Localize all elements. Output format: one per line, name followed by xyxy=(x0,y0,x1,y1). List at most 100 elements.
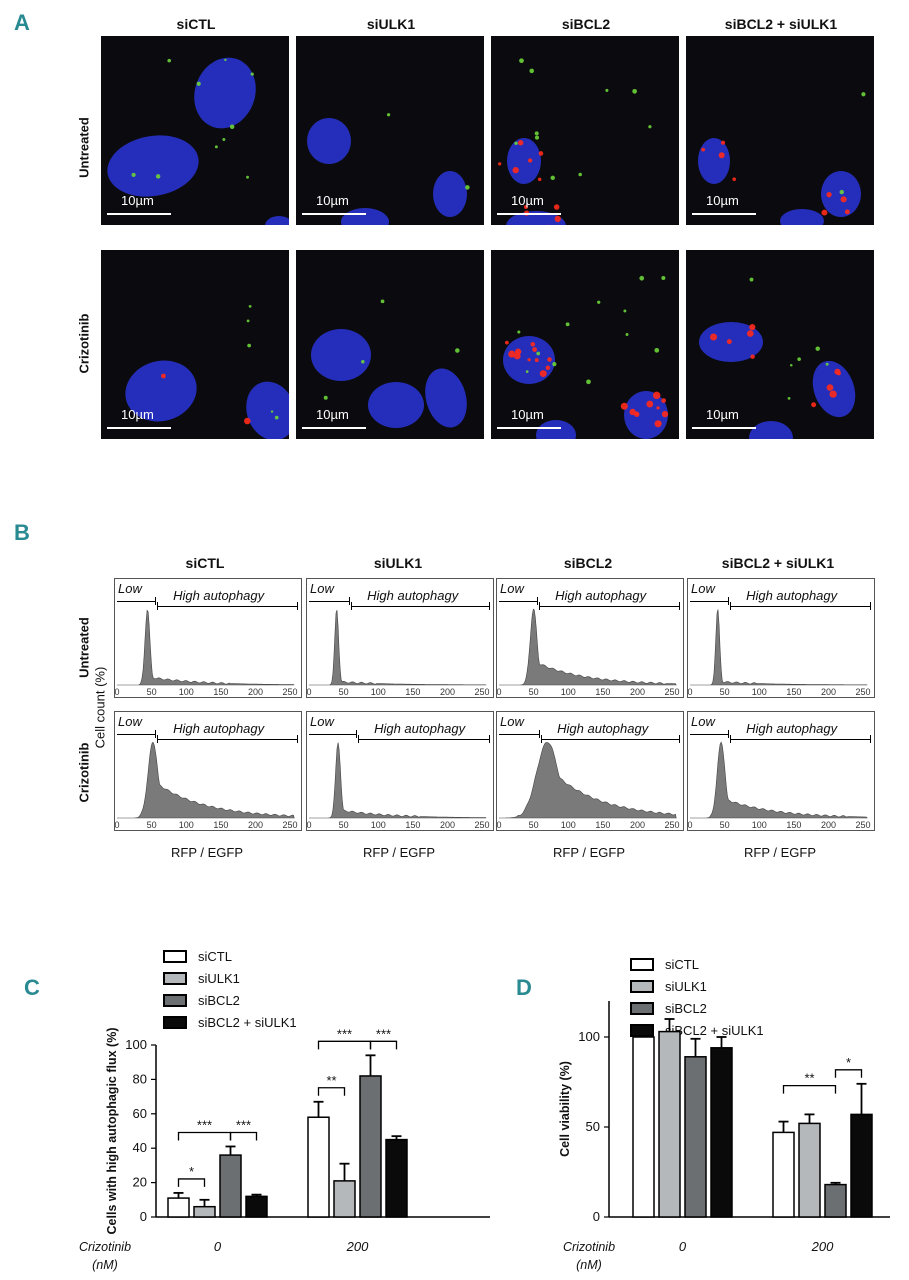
gate-tick xyxy=(155,597,157,605)
significance-label: *** xyxy=(236,1117,251,1132)
red-puncta xyxy=(545,365,551,371)
panel-b-ylabel: Cell count (%) xyxy=(92,666,108,749)
red-puncta xyxy=(547,357,552,362)
micrograph-untreated-3: 10µm xyxy=(686,36,874,225)
y-tick-label: 0 xyxy=(140,1209,147,1224)
red-puncta xyxy=(749,324,756,331)
x-tick-label: 200 xyxy=(440,820,455,830)
red-puncta xyxy=(834,368,841,375)
x-tick-label: 250 xyxy=(665,820,680,830)
red-puncta xyxy=(718,152,725,159)
x-tick-label: 150 xyxy=(595,820,610,830)
green-puncta xyxy=(605,88,609,92)
low-gate-label: Low xyxy=(691,581,715,596)
nucleus xyxy=(307,118,351,164)
green-puncta xyxy=(550,175,555,181)
micrograph-crizotinib-1: 10µm xyxy=(296,250,484,439)
micrograph-crizotinib-3: 10µm xyxy=(686,250,874,439)
green-puncta xyxy=(222,138,226,141)
gate-tick xyxy=(730,735,732,743)
high-gate-label: High autophagy xyxy=(374,721,466,736)
x-tick-label: 200 xyxy=(821,820,836,830)
low-gate-label: Low xyxy=(310,714,334,729)
micrograph-image xyxy=(698,92,866,225)
significance-label: *** xyxy=(337,1026,352,1041)
green-puncta xyxy=(586,379,591,385)
x-tick-label: 100 xyxy=(371,820,386,830)
low-gate xyxy=(117,734,156,735)
x-tick-label: 200 xyxy=(630,687,645,697)
scale-bar xyxy=(107,427,171,429)
green-puncta xyxy=(270,410,274,413)
red-puncta xyxy=(160,373,166,379)
gate-tick xyxy=(297,602,298,610)
green-puncta xyxy=(380,299,385,304)
green-puncta xyxy=(196,81,201,86)
panel-a-col-title-1: siULK1 xyxy=(366,16,416,32)
bar xyxy=(710,1047,733,1218)
gate-tick xyxy=(679,735,680,743)
x-tick-label: 100 xyxy=(752,820,767,830)
x-tick-label: 150 xyxy=(405,820,420,830)
high-gate-label: High autophagy xyxy=(557,721,649,736)
x-tick-label: 200 xyxy=(821,687,836,697)
panel-b-row-label-untreated: Untreated xyxy=(76,617,92,678)
significance-label: *** xyxy=(376,1026,391,1041)
flow-histogram-crizotinib-3: 0 50 100 150 200 250 Low High autophagy xyxy=(687,711,875,831)
high-gate xyxy=(358,739,489,740)
legend-label: siULK1 xyxy=(198,971,240,986)
x-tick-label: 150 xyxy=(213,820,228,830)
bar xyxy=(333,1180,356,1218)
histogram-area xyxy=(309,610,487,686)
gate-tick xyxy=(870,735,871,743)
green-puncta xyxy=(361,360,365,364)
x-tick-label: 100 xyxy=(561,687,576,697)
scale-bar xyxy=(302,213,366,215)
high-gate xyxy=(541,739,679,740)
green-puncta xyxy=(514,141,518,146)
nucleus xyxy=(311,329,371,381)
x-tick-label: 50 xyxy=(720,687,730,697)
green-puncta xyxy=(519,58,524,64)
panel-a-letter: A xyxy=(14,10,30,35)
gate-tick xyxy=(349,597,351,605)
x-tick-label: 100 xyxy=(752,687,767,697)
red-puncta xyxy=(840,196,847,203)
y-tick-label: 100 xyxy=(125,1037,147,1052)
nucleus xyxy=(507,138,541,184)
red-puncta xyxy=(646,400,654,408)
gate-tick xyxy=(728,597,730,605)
high-gate xyxy=(730,606,870,607)
red-puncta xyxy=(554,215,561,223)
gate-tick xyxy=(356,730,358,738)
green-puncta xyxy=(386,113,391,117)
panel-d-letter: D xyxy=(516,975,532,1000)
green-puncta xyxy=(790,363,793,367)
x-tick-label: 50 xyxy=(339,687,349,697)
scale-bar-label: 10µm xyxy=(511,193,544,208)
histogram-area xyxy=(499,608,677,686)
x-tick-label: 150 xyxy=(213,687,228,697)
panel-a-row-label-crizotinib: Crizotinib xyxy=(76,313,92,374)
y-axis-label: Cells with high autophagic flux (%) xyxy=(105,1028,119,1235)
green-puncta xyxy=(529,68,535,74)
scale-bar xyxy=(692,427,756,429)
significance-bracket xyxy=(177,1178,206,1187)
gate-tick xyxy=(157,735,159,743)
green-puncta xyxy=(797,357,801,361)
bar xyxy=(798,1122,821,1218)
significance-label: *** xyxy=(197,1117,212,1132)
bar xyxy=(385,1138,408,1218)
significance-bracket xyxy=(317,1087,346,1096)
histogram-area xyxy=(499,742,677,819)
gate-tick xyxy=(679,602,680,610)
green-puncta xyxy=(639,275,645,281)
histogram-plot: 0 50 100 150 200 250 xyxy=(115,609,298,697)
red-puncta xyxy=(527,158,533,163)
legend-label: siCTL xyxy=(198,949,232,964)
red-puncta xyxy=(826,384,834,391)
panel-b-row-label-crizotinib: Crizotinib xyxy=(76,742,92,803)
low-gate-label: Low xyxy=(691,714,715,729)
red-puncta xyxy=(537,177,542,182)
nucleus xyxy=(368,382,424,428)
